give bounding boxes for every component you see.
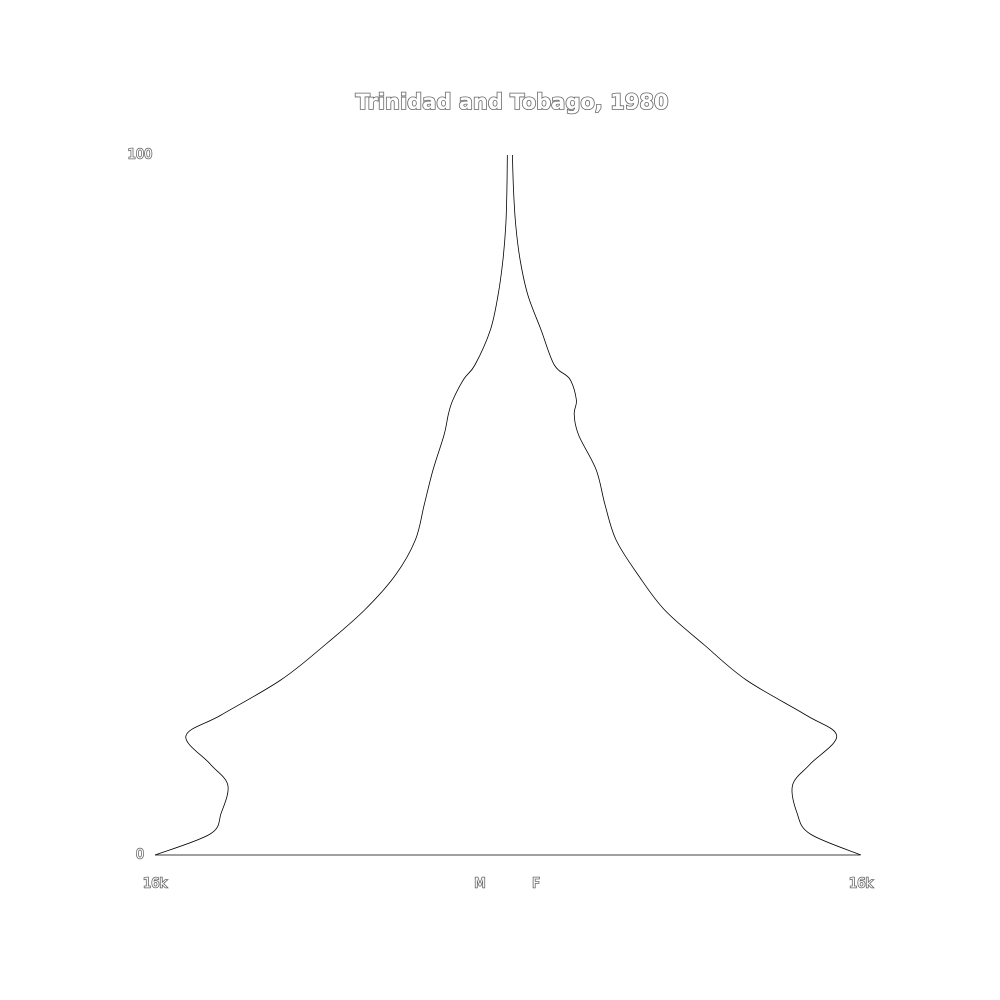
- chart-title: Trinidad and Tobago, 1980: [355, 90, 668, 114]
- legend-label: M: [474, 877, 485, 892]
- y-tick-label: 100: [128, 148, 153, 163]
- population-outline: [512, 154, 862, 856]
- x-tick-label: 16k: [849, 877, 874, 892]
- y-tick-label: 0: [136, 848, 144, 863]
- x-tick-label: 16k: [143, 877, 168, 892]
- population-outline: [154, 154, 508, 856]
- legend-label: F: [532, 877, 539, 892]
